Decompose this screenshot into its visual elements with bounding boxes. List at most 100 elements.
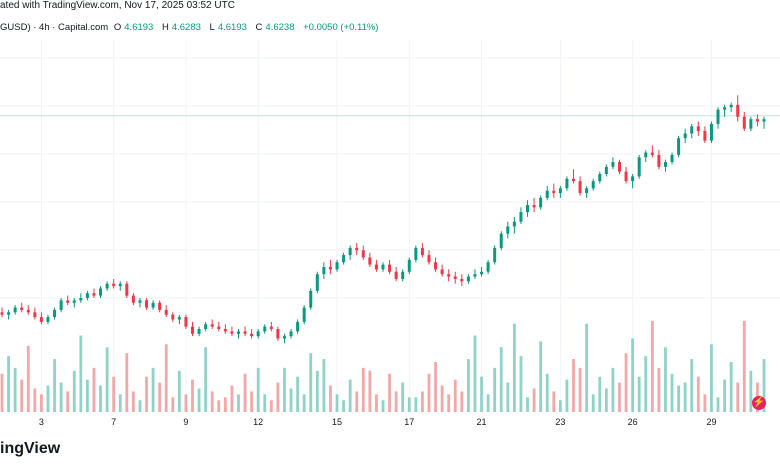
- volume-bar: [46, 385, 50, 412]
- candle-body: [26, 309, 30, 313]
- volume-bar: [427, 373, 431, 412]
- volume-bar: [256, 367, 260, 412]
- volume-bar: [263, 394, 267, 412]
- candle-body: [276, 329, 280, 339]
- candle-body: [39, 317, 43, 322]
- candle-body: [683, 133, 687, 139]
- candle-body: [210, 324, 214, 327]
- candle-body: [519, 212, 523, 222]
- volume-bar: [729, 362, 733, 412]
- volume-bar: [381, 400, 385, 412]
- candle-body: [388, 264, 392, 272]
- volume-bar: [40, 394, 43, 412]
- candle-body: [230, 331, 234, 334]
- volume-bar: [13, 367, 17, 412]
- candle-body: [164, 309, 168, 315]
- candle-body: [125, 283, 129, 296]
- candle-body: [552, 190, 556, 194]
- x-tick-label: 15: [332, 417, 342, 427]
- candle-body: [217, 326, 221, 329]
- candle-body: [7, 312, 11, 315]
- high-value: 4.6283: [171, 22, 201, 33]
- volume-bar: [151, 367, 155, 412]
- volume-bar: [572, 359, 575, 412]
- volume-bar: [204, 347, 208, 412]
- candle-body: [624, 171, 628, 182]
- candle-body: [236, 331, 240, 334]
- candle-body: [99, 288, 103, 296]
- volume-bar: [145, 376, 148, 412]
- candle-body: [158, 302, 162, 310]
- x-tick-label: 26: [628, 417, 638, 427]
- candle-body: [315, 274, 319, 291]
- volume-bar: [762, 359, 766, 412]
- candle-body: [755, 119, 759, 122]
- ohlc-close: C 4.6238: [256, 22, 298, 33]
- volume-bar: [171, 397, 175, 412]
- volume-bar: [506, 382, 510, 412]
- candle-body: [250, 333, 254, 337]
- symbol-name[interactable]: GUSD) · 4h · Capital.com: [0, 22, 109, 33]
- volume-bar: [348, 379, 352, 412]
- close-value: 4.6238: [265, 22, 295, 33]
- candle-body: [512, 221, 516, 227]
- volume-bar: [749, 370, 753, 412]
- candle-body: [33, 312, 37, 318]
- open-label: O: [113, 22, 122, 33]
- candle-body: [368, 257, 372, 265]
- volume-bar: [407, 397, 411, 412]
- volume-bar: [217, 400, 221, 412]
- volume-bar: [414, 397, 418, 412]
- candle-body: [526, 205, 530, 213]
- volume-bar: [683, 382, 687, 412]
- lightning-icon[interactable]: ⚡: [752, 396, 766, 410]
- x-tick-label: 21: [477, 417, 487, 427]
- candle-body: [703, 131, 707, 141]
- volume-bar: [59, 382, 63, 412]
- volume-bar: [20, 379, 24, 412]
- volume-bar: [670, 373, 674, 412]
- volume-bar: [644, 356, 648, 412]
- x-tick-label: 29: [706, 417, 716, 427]
- candle-body: [256, 331, 260, 337]
- volume-bar: [342, 400, 345, 412]
- volume-bar: [197, 388, 201, 412]
- open-value: 4.6193: [124, 22, 154, 33]
- volume-bar: [177, 370, 181, 412]
- candle-body: [177, 317, 181, 320]
- volume-bar: [283, 367, 286, 412]
- volume-bar: [696, 376, 700, 412]
- candle-body: [401, 271, 405, 279]
- volume-bar: [131, 391, 135, 412]
- volume-bar: [315, 370, 319, 412]
- ohlc-open: O 4.6193: [114, 22, 156, 33]
- candle-body: [716, 109, 720, 124]
- candle-body: [637, 157, 641, 177]
- volume-bar: [309, 353, 313, 412]
- volume-bar: [447, 394, 451, 412]
- x-tick-label: 23: [555, 417, 565, 427]
- volume-bar: [368, 370, 372, 412]
- x-tick-label: 7: [111, 417, 116, 427]
- ohlc-high: H 4.6283: [162, 22, 204, 33]
- candle-body: [348, 247, 352, 256]
- volume-bar: [677, 385, 681, 412]
- candle-body: [480, 271, 484, 275]
- volume-bar: [276, 382, 280, 412]
- candle-body: [118, 283, 122, 287]
- candle-body: [322, 267, 326, 275]
- candle-body: [309, 290, 313, 308]
- x-tick-label: 9: [183, 417, 188, 427]
- volume-bar: [394, 391, 398, 412]
- candle-body: [79, 298, 83, 301]
- volume-bar: [480, 376, 483, 412]
- candle-body: [204, 324, 208, 329]
- published-text: ated with TradingView.com, Nov 17, 2025 …: [0, 0, 235, 11]
- volume-bar: [158, 382, 162, 412]
- candle-body: [66, 300, 70, 303]
- volume-bar: [545, 373, 549, 412]
- symbol-legend[interactable]: GUSD) · 4h · Capital.com O 4.6193 H 4.6283…: [0, 22, 381, 36]
- volume-bar: [585, 323, 589, 412]
- volume-bar: [92, 367, 96, 412]
